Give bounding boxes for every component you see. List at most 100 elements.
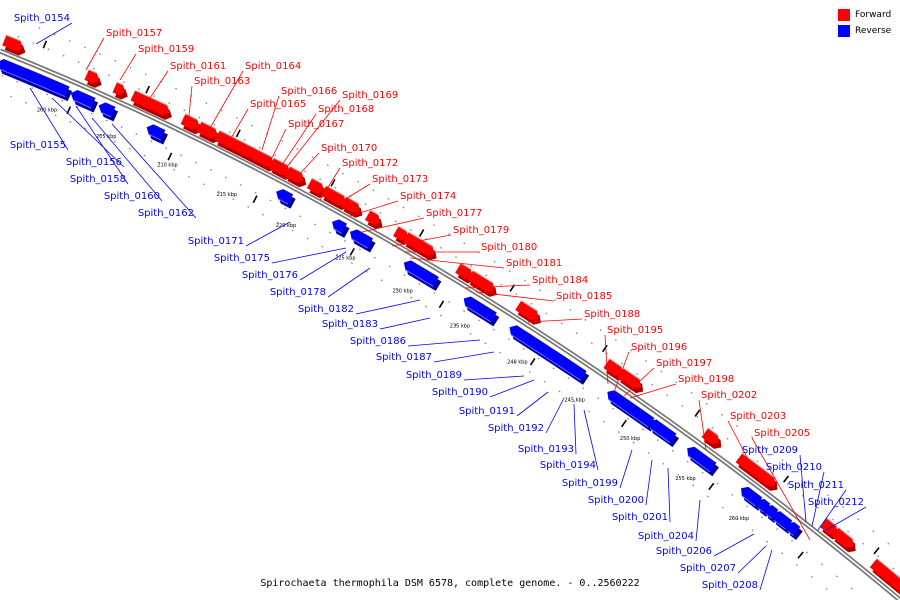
gene-label: Spith_0171 — [188, 236, 244, 247]
guide-dot — [99, 134, 102, 136]
gene-arrow-highlight — [419, 277, 434, 287]
gene-label: Spith_0212 — [808, 497, 864, 508]
guide-dot — [129, 66, 132, 69]
gene-label: Spith_0197 — [656, 358, 712, 369]
gene-arrow-highlight — [72, 99, 92, 109]
forward-swatch-icon — [838, 9, 850, 21]
gene-label: Spith_0168 — [318, 104, 374, 115]
guide-dot — [620, 362, 623, 365]
guide-dot — [198, 116, 201, 119]
map-feature-layer — [0, 34, 900, 595]
reverse-gene-arrow — [70, 90, 96, 108]
guide-dot — [220, 109, 223, 112]
guide-dot — [247, 205, 250, 208]
gene-arrow-highlight — [757, 507, 764, 513]
guide-dot — [53, 33, 56, 36]
guide-dot — [545, 312, 548, 315]
guide-dot — [711, 426, 714, 429]
gene-arrow-highlight — [623, 368, 632, 375]
gene-arrow-highlight — [325, 185, 345, 197]
gene-label: Spith_0175 — [214, 253, 270, 264]
guide-dot — [379, 211, 382, 214]
guide-dot — [500, 283, 503, 286]
gene-arrow-highlight — [100, 111, 112, 118]
label-leader-line — [349, 200, 399, 217]
guide-dot — [825, 587, 828, 590]
label-leader-line — [799, 454, 807, 523]
guide-dot — [647, 452, 650, 455]
label-leader-line — [727, 420, 761, 483]
forward-gene-arrow — [250, 148, 274, 167]
tick-dash — [42, 40, 48, 49]
guide-dot — [470, 265, 473, 268]
reverse-gene-arrow — [350, 229, 374, 248]
guide-dot — [508, 270, 511, 273]
gene-arrow-highlight — [311, 177, 323, 185]
guide-dot — [696, 415, 699, 418]
tick-label: 255 kbp — [675, 476, 695, 482]
label-leader-line — [645, 459, 653, 506]
guide-dot — [656, 439, 659, 442]
label-leader-line — [35, 22, 73, 45]
guide-dot — [205, 102, 208, 105]
forward-gene-arrow — [455, 263, 473, 279]
guide-dot — [168, 102, 171, 105]
label-leader-line — [319, 167, 341, 201]
guide-dot — [522, 347, 525, 350]
forward-gene-arrow — [364, 210, 381, 225]
tick-dash — [797, 551, 804, 559]
guide-dot — [567, 377, 570, 380]
tick-dash — [708, 482, 715, 491]
guide-dot — [671, 449, 674, 452]
gene-arrow-highlight — [480, 315, 492, 323]
guide-dot — [418, 283, 421, 285]
reverse-gene-arrow — [741, 486, 763, 507]
legend-label-forward: Forward — [855, 10, 892, 20]
tick-dash — [694, 409, 701, 417]
guide-dot — [629, 349, 633, 352]
gene-arrow-highlight — [345, 196, 359, 205]
guide-dot — [771, 471, 774, 474]
gene-label: Spith_0194 — [540, 460, 596, 471]
guide-dot — [135, 133, 138, 136]
tick-label: 200 kbp — [37, 108, 57, 114]
tick-label: 225 kbp — [335, 255, 355, 261]
guide-dot — [410, 296, 413, 299]
label-leader-line — [299, 251, 347, 281]
guide-dot — [810, 575, 813, 578]
guide-dot — [47, 48, 50, 51]
guide-dot — [373, 256, 376, 259]
gene-label: Spith_0202 — [701, 390, 757, 401]
map-background-layer — [0, 21, 900, 600]
guide-dot — [394, 220, 397, 223]
guide-dot — [433, 291, 436, 294]
reverse-gene-arrow — [417, 268, 439, 287]
guide-dot — [358, 248, 361, 251]
guide-dot — [584, 318, 587, 321]
guide-dot — [276, 221, 279, 224]
guide-dot — [122, 81, 125, 84]
label-leader-line — [573, 403, 577, 455]
guide-dot — [144, 73, 147, 76]
gene-arrow-highlight — [568, 371, 581, 381]
gene-arrow-highlight — [239, 140, 256, 150]
guide-dot — [826, 494, 829, 497]
gene-arrow-highlight — [148, 133, 161, 141]
guide-dot — [515, 293, 518, 296]
guide-dot — [701, 471, 704, 474]
guide-dot — [746, 505, 749, 508]
reverse-gene-arrow — [765, 505, 779, 519]
guide-dot — [612, 407, 615, 410]
tick-dash — [782, 475, 790, 483]
gene-label: Spith_0183 — [322, 319, 378, 330]
label-leader-line — [391, 234, 452, 247]
gene-arrow-highlight — [838, 527, 853, 540]
guide-dot — [113, 140, 116, 143]
label-leader-line — [811, 471, 825, 527]
guide-dot — [350, 262, 353, 265]
guide-dot — [552, 367, 555, 370]
tick-dash — [438, 300, 445, 309]
tick-label: 235 kbp — [450, 323, 470, 329]
guide-dot — [281, 140, 284, 143]
guide-dot — [387, 197, 390, 200]
